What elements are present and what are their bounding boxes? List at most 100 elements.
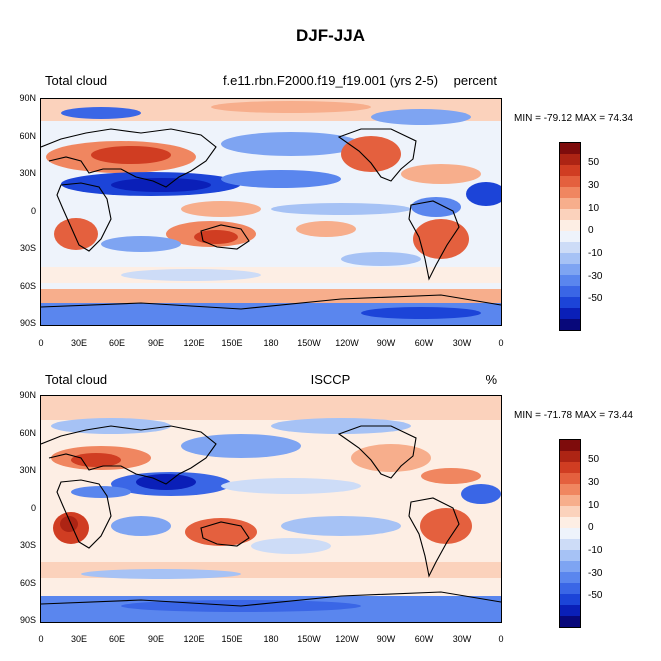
x-tick-label: 60E [108,338,125,348]
y-tick-label: 30N [19,168,36,178]
x-tick-label: 120W [335,338,359,348]
panel-model: Total cloud f.e11.rbn.F2000.f19_f19.001 … [0,0,661,348]
x-tick-label: 90E [147,338,164,348]
y-tick-label: 90S [19,615,36,625]
x-tick-label: 0 [38,338,44,348]
y-tick-label: 30N [19,465,36,475]
x-tick-label: 60W [414,634,434,644]
colorbar-label: 10 [588,500,600,511]
colorbar-swatch [560,143,580,154]
colorbar-swatch [560,583,580,594]
colorbar-swatch [560,176,580,187]
y-tick-label: 30S [19,243,36,253]
x-tick-label: 90W [376,338,396,348]
colorbar-swatch [560,220,580,231]
colorbar-swatch [560,616,580,627]
cloud-difference-map [41,99,501,325]
colorbar-swatch [560,528,580,539]
y-tick-label: 90N [19,93,36,103]
colorbar-swatch [560,231,580,242]
x-tick-label: 120W [335,634,359,644]
colorbar-label: -10 [588,248,603,259]
y-tick-label: 30S [19,540,36,550]
colorbar-swatch [560,506,580,517]
colorbar-swatch [560,209,580,220]
colorbar-label: -10 [588,545,603,556]
panel-left-label: Total cloud [45,73,108,88]
colorbar-swatch [560,165,580,176]
x-tick-label: 180 [263,634,279,644]
colorbar-label: -30 [588,271,603,282]
x-tick-label: 30W [452,634,472,644]
colorbar-swatch [560,308,580,319]
x-tick-label: 30E [70,338,87,348]
panel-units-label: % [485,372,497,387]
y-tick-label: 60N [19,428,36,438]
x-tick-label: 120E [183,634,205,644]
colorbar-swatch [560,253,580,264]
colorbar-label: -50 [588,293,603,304]
colorbar-swatch [560,319,580,330]
colorbar-swatch [560,275,580,286]
x-tick-label: 30E [70,634,87,644]
panel-units-label: percent [453,73,497,88]
map-plot [40,98,502,326]
colorbar-swatch [560,473,580,484]
colorbar-label: -30 [588,568,603,579]
panel-left-label: Total cloud [45,372,108,387]
colorbar-swatch [560,154,580,165]
y-tick-label: 60N [19,131,36,141]
colorbar-label: -50 [588,590,603,601]
x-tick-label: 150W [297,634,321,644]
x-tick-label: 150E [221,634,243,644]
x-tick-label: 150W [297,338,321,348]
colorbar-swatch [560,451,580,462]
colorbar-label: 0 [588,225,594,236]
colorbar [559,142,581,331]
colorbar-label: 30 [588,477,600,488]
map-plot [40,395,502,623]
colorbar [559,439,581,628]
y-tick-label: 0 [30,503,36,513]
y-tick-label: 90S [19,318,36,328]
panel-observations: Total cloud ISCCP % MIN = -71.78 MAX = 7… [0,298,661,644]
main-title: DJF-JJA [296,26,365,45]
colorbar-swatch [560,484,580,495]
colorbar-label: 30 [588,180,600,191]
colorbar-swatch [560,440,580,451]
min-max-label: MIN = -79.12 MAX = 74.34 [514,113,633,124]
colorbar-swatch [560,187,580,198]
colorbar-label: 10 [588,203,600,214]
x-tick-label: 90W [376,634,396,644]
colorbar-swatch [560,561,580,572]
cloud-difference-map [41,396,501,622]
x-tick-label: 60W [414,338,434,348]
colorbar-label: 0 [588,522,594,533]
x-tick-label: 150E [221,338,243,348]
x-tick-label: 0 [498,338,504,348]
x-tick-label: 60E [108,634,125,644]
colorbar-swatch [560,297,580,308]
colorbar-swatch [560,539,580,550]
x-tick-label: 0 [38,634,44,644]
colorbar-swatch [560,495,580,506]
x-tick-label: 90E [147,634,164,644]
colorbar-swatch [560,594,580,605]
x-tick-label: 0 [498,634,504,644]
colorbar-swatch [560,517,580,528]
colorbar-swatch [560,572,580,583]
x-tick-label: 180 [263,338,279,348]
colorbar-swatch [560,550,580,561]
y-tick-label: 60S [19,578,36,588]
x-tick-label: 120E [183,338,205,348]
panel-center-label: f.e11.rbn.F2000.f19_f19.001 (yrs 2-5) [222,73,439,88]
colorbar-swatch [560,286,580,297]
y-tick-label: 0 [30,206,36,216]
colorbar-swatch [560,605,580,616]
x-tick-label: 30W [452,338,472,348]
min-max-label: MIN = -71.78 MAX = 73.44 [514,410,633,421]
panel-center-label: ISCCP [310,372,351,387]
colorbar-swatch [560,198,580,209]
colorbar-label: 50 [588,454,600,465]
colorbar-swatch [560,242,580,253]
